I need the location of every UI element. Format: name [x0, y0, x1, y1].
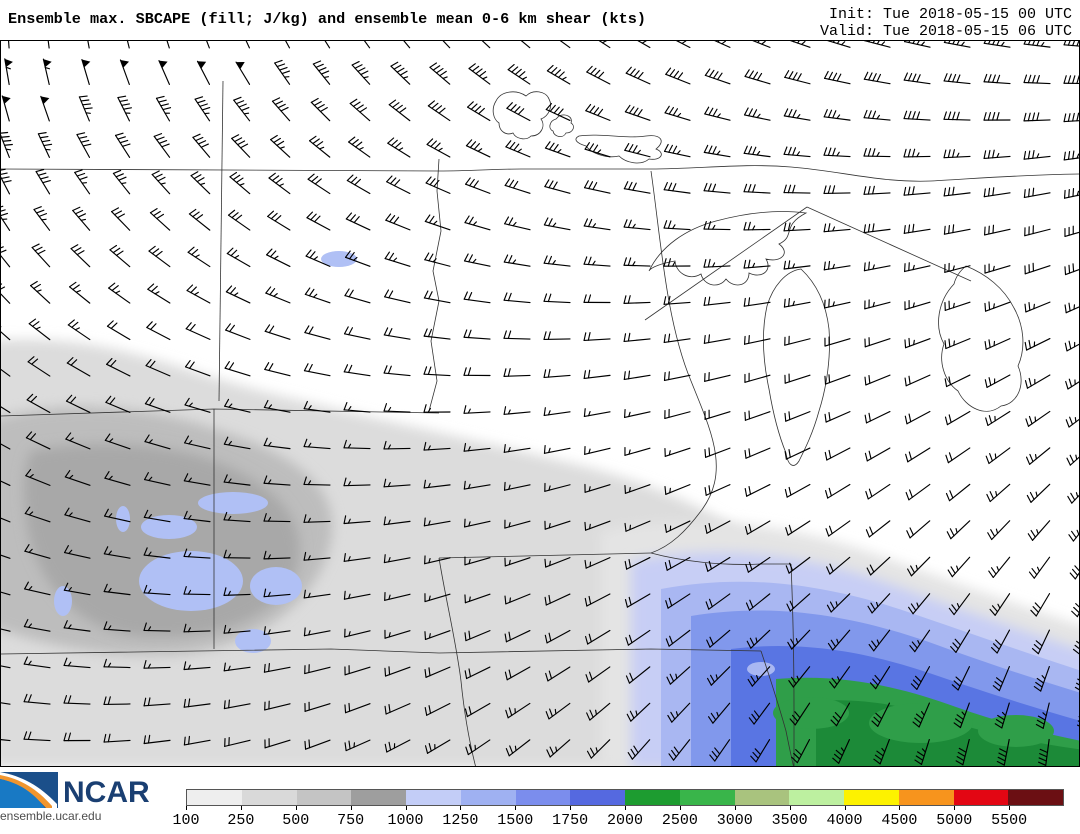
svg-text:ensemble.ucar.edu: ensemble.ucar.edu [0, 809, 101, 823]
svg-text:NCAR: NCAR [63, 776, 150, 809]
